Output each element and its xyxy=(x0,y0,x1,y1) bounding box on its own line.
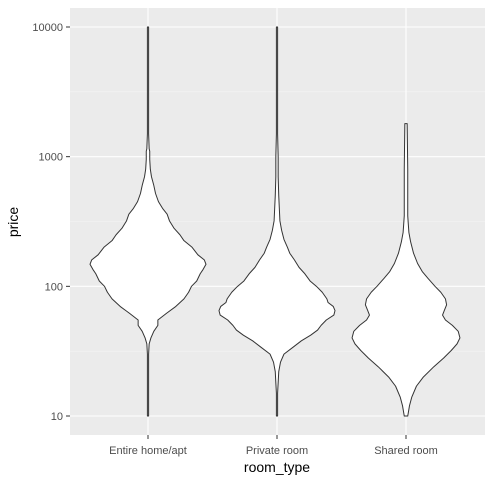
y-tick-label: 10000 xyxy=(32,22,63,34)
x-axis: Entire home/apt Private room Shared room xyxy=(109,435,438,457)
x-axis-title: room_type xyxy=(244,459,310,475)
violins xyxy=(89,26,461,417)
violin-entire-home-apt xyxy=(89,26,207,417)
violin-private-room xyxy=(218,26,336,417)
x-tick-label: Entire home/apt xyxy=(109,445,187,457)
y-tick-label: 1000 xyxy=(39,152,63,164)
violin-shared-room xyxy=(351,123,461,417)
x-tick-label: Shared room xyxy=(374,445,438,457)
y-axis: 10 100 1000 10000 xyxy=(32,22,70,423)
y-tick-label: 10 xyxy=(51,411,63,423)
y-tick-label: 100 xyxy=(45,281,63,293)
x-tick-label: Private room xyxy=(246,445,308,457)
y-axis-title: price xyxy=(5,207,21,238)
